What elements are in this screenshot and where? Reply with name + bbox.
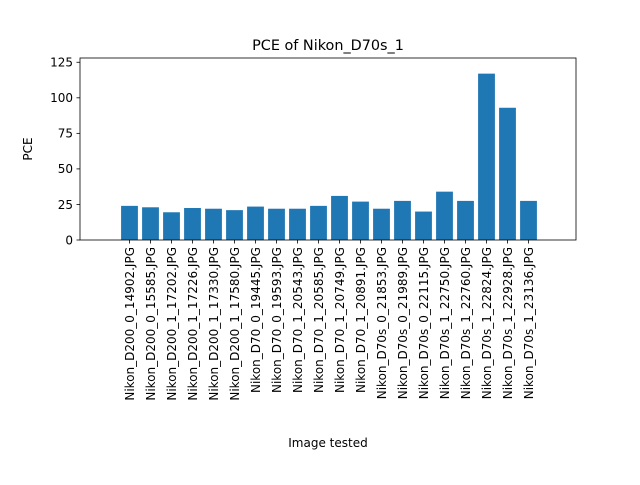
x-tick-label: Nikon_D70_0_19445.JPG <box>249 247 263 393</box>
y-tick-label: 100 <box>50 91 73 105</box>
chart-title: PCE of Nikon_D70s_1 <box>252 38 404 54</box>
x-tick-label: Nikon_D200_1_17226.JPG <box>186 247 200 401</box>
bar <box>142 207 159 240</box>
bar <box>352 201 369 240</box>
y-axis-label: PCE <box>21 137 35 160</box>
x-tick-label: Nikon_D200_0_14902.JPG <box>123 247 137 401</box>
bar <box>436 191 453 240</box>
bar <box>457 200 474 240</box>
x-tick-label: Nikon_D70_1_20585.JPG <box>312 247 326 393</box>
y-tick-label: 0 <box>65 233 73 247</box>
bar <box>226 210 243 240</box>
x-tick-label: Nikon_D200_1_17330.JPG <box>207 247 221 401</box>
bar <box>205 208 222 240</box>
y-tick-label: 75 <box>58 127 73 141</box>
bar <box>310 205 327 240</box>
bar <box>163 212 180 240</box>
bar <box>478 73 495 240</box>
y-tick-label: 125 <box>50 56 73 70</box>
bar <box>520 200 537 240</box>
bar <box>331 195 348 240</box>
x-tick-label: Nikon_D70s_1_22760.JPG <box>459 247 473 399</box>
x-tick-label: Nikon_D70s_0_21853.JPG <box>375 247 389 399</box>
x-tick-label: Nikon_D70s_1_22928.JPG <box>501 247 515 399</box>
bar <box>121 205 138 240</box>
x-tick-label: Nikon_D70s_0_21989.JPG <box>396 247 410 399</box>
x-tick-label: Nikon_D70s_0_22115.JPG <box>417 247 431 399</box>
x-tick-label: Nikon_D70_1_20543.JPG <box>291 247 305 393</box>
bar <box>268 208 285 240</box>
x-tick-label: Nikon_D200_0_15585.JPG <box>144 247 158 401</box>
plot-area-frame <box>79 57 577 241</box>
x-axis-label: Image tested <box>288 436 367 450</box>
x-tick-label: Nikon_D70_1_20891.JPG <box>354 247 368 393</box>
x-tick-label: Nikon_D70s_1_23136.JPG <box>522 247 536 399</box>
bar <box>373 208 390 240</box>
bar <box>289 208 306 240</box>
x-tick-label: Nikon_D70_0_19593.JPG <box>270 247 284 393</box>
bar <box>184 208 201 240</box>
x-tick-label: Nikon_D70s_1_22824.JPG <box>480 247 494 399</box>
y-tick-label: 50 <box>58 162 73 176</box>
bar <box>415 211 432 240</box>
bars-layer <box>121 73 537 240</box>
y-axis-ticks: 0 25 50 75 100 125 <box>50 56 80 247</box>
x-tick-label: Nikon_D200_1_17202.JPG <box>165 247 179 401</box>
bar <box>499 107 516 240</box>
x-axis-ticks: Nikon_D200_0_14902.JPG Nikon_D200_0_15585… <box>123 240 536 401</box>
x-tick-label: Nikon_D70_1_20749.JPG <box>333 247 347 393</box>
x-tick-label: Nikon_D70s_1_22750.JPG <box>438 247 452 399</box>
bar <box>394 200 411 240</box>
bar <box>247 206 264 240</box>
y-tick-label: 25 <box>58 198 73 212</box>
x-tick-label: Nikon_D200_1_17580.JPG <box>228 247 242 401</box>
